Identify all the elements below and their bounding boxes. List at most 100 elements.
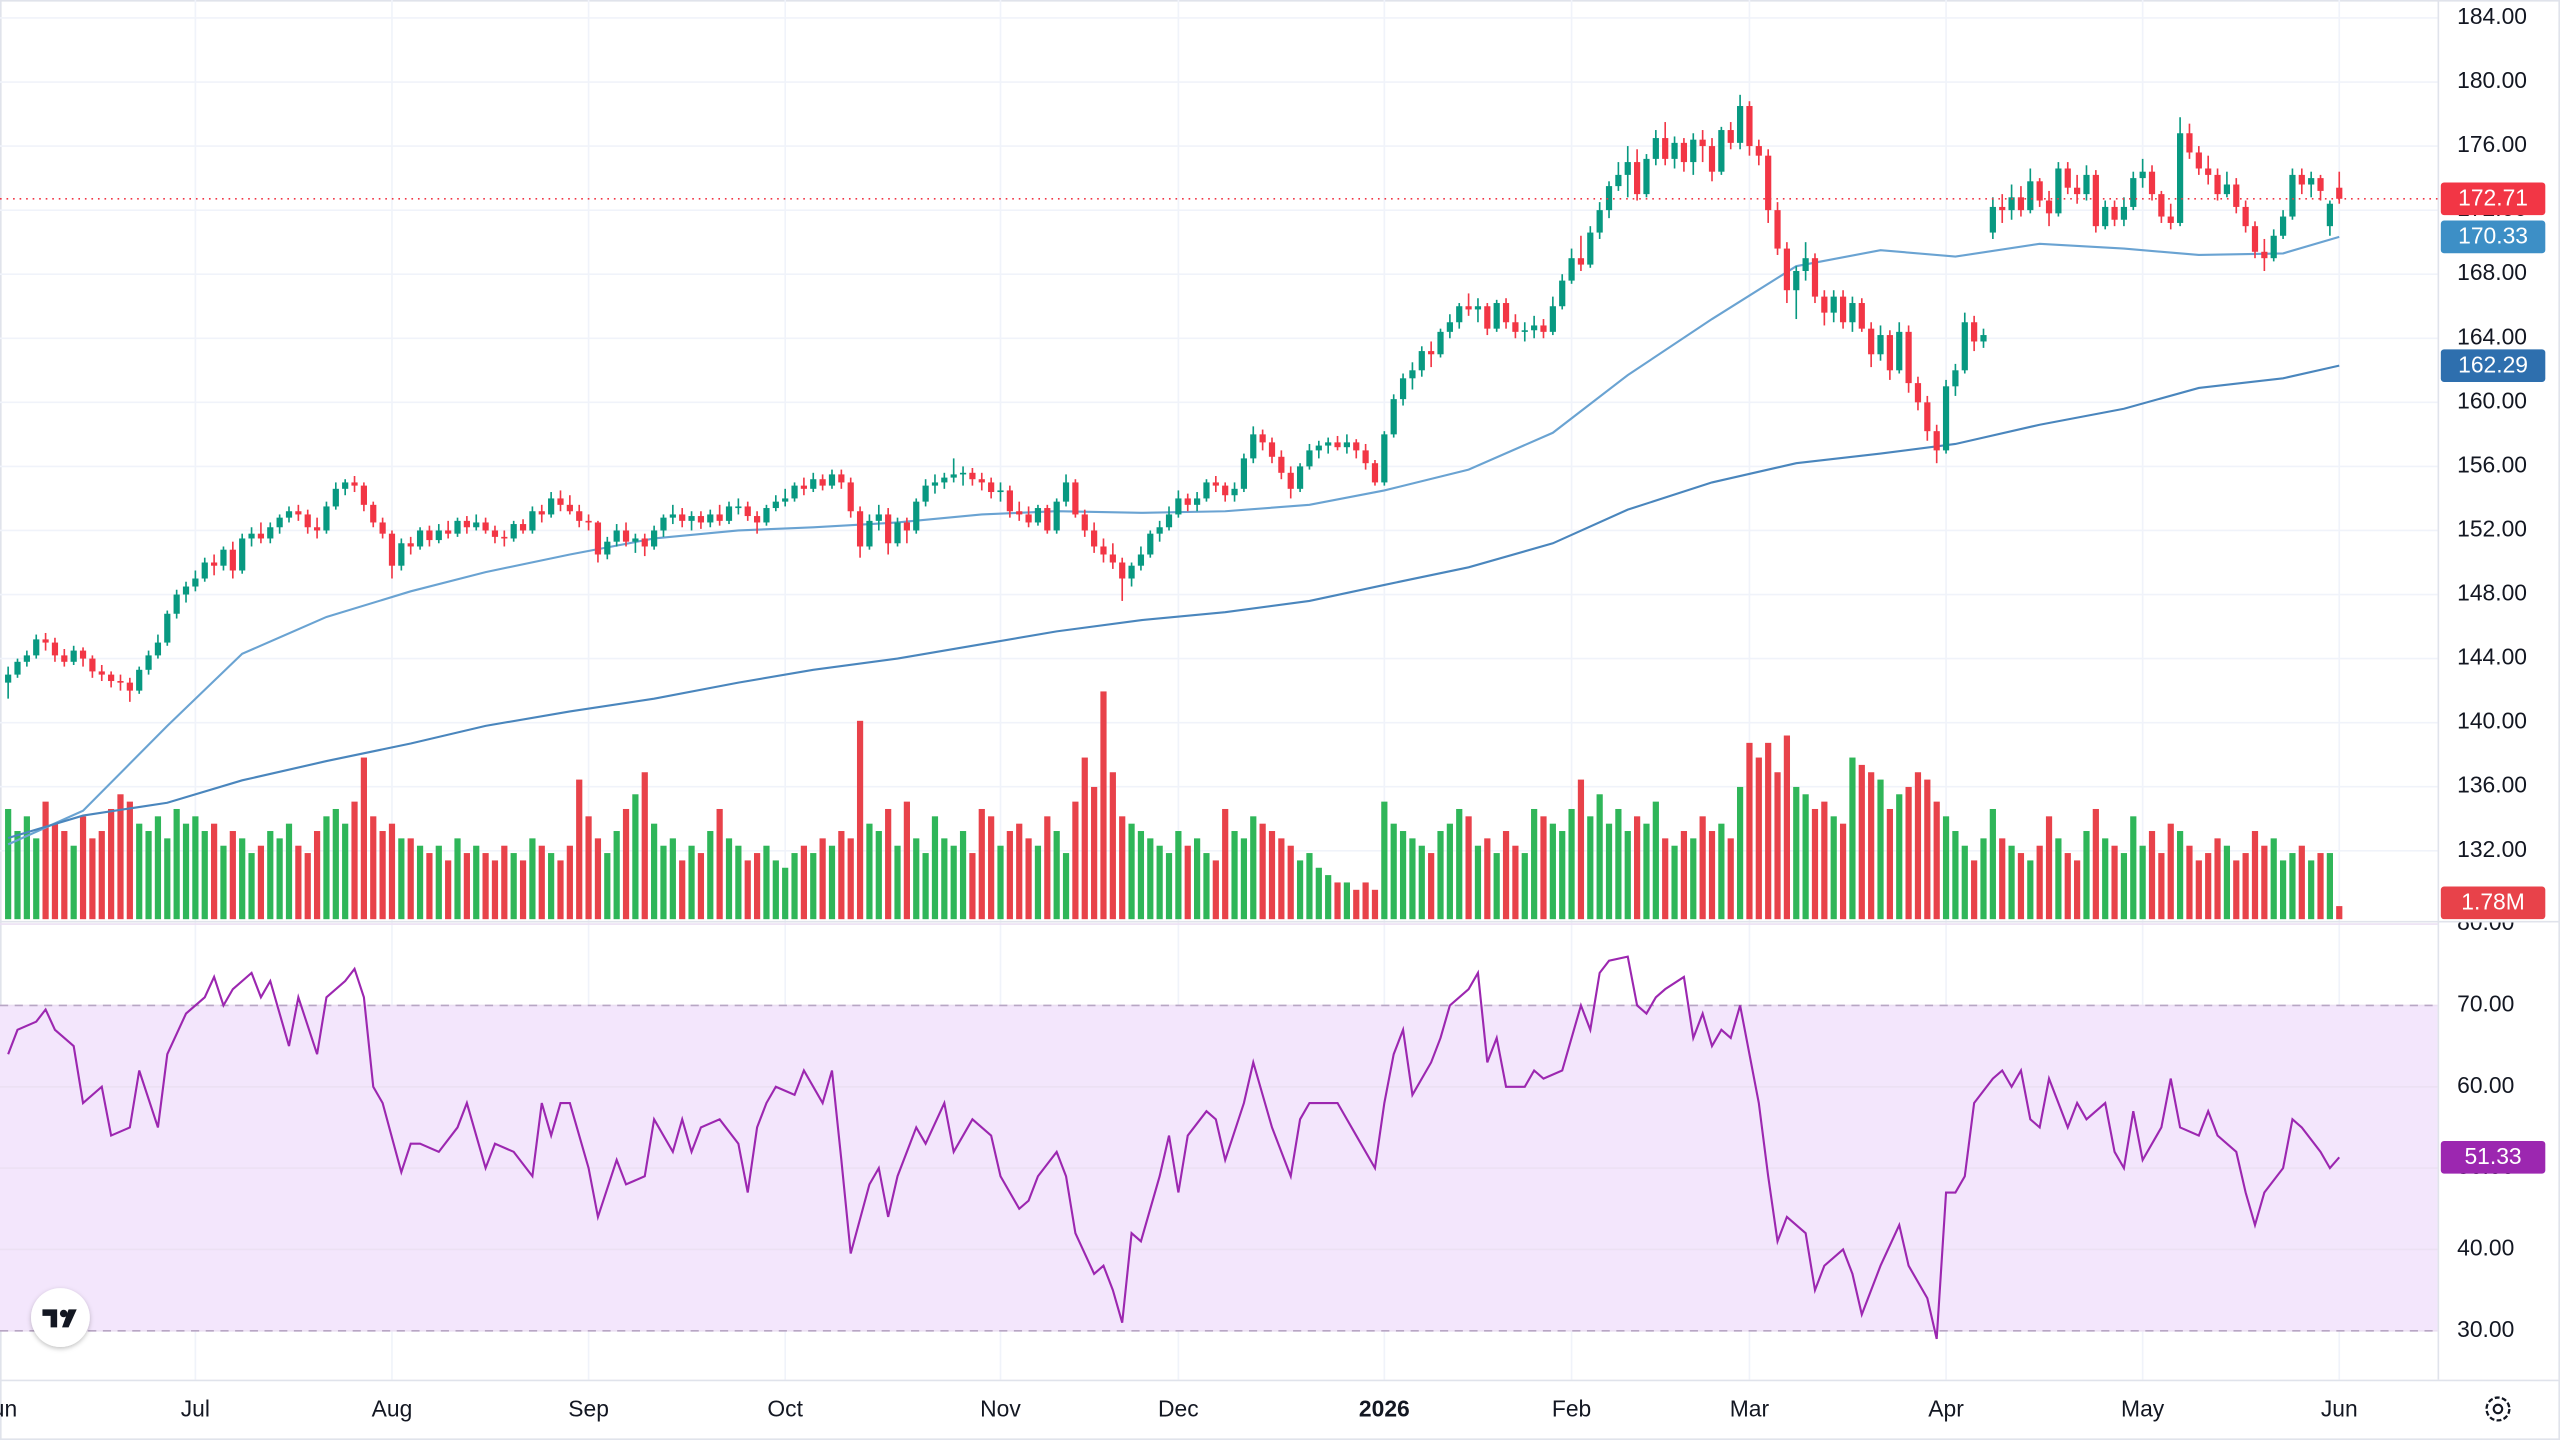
candle-body: [1849, 303, 1856, 323]
candle-body: [426, 530, 433, 541]
candle-body: [697, 516, 705, 523]
volume-bar: [941, 838, 948, 920]
candle-body: [716, 514, 723, 521]
candle-body: [276, 517, 283, 528]
candle-body: [1296, 466, 1304, 489]
candle-body: [950, 474, 957, 478]
volume-bar: [1821, 801, 1828, 920]
candle-body: [454, 520, 461, 534]
volume-bar: [473, 845, 480, 920]
candle-body: [2195, 152, 2202, 169]
volume-bar: [1793, 786, 1800, 920]
volume-bar: [2223, 845, 2231, 920]
volume-bar: [2148, 831, 2156, 920]
candle-body: [641, 538, 648, 547]
candle-body: [42, 639, 49, 643]
candle-body: [529, 511, 536, 531]
volume-bar: [1474, 845, 1482, 920]
volume-bar: [641, 772, 648, 920]
last-price-tag-bg: [2440, 182, 2546, 216]
volume-bar: [753, 853, 761, 920]
candle-body: [1399, 378, 1407, 400]
candle-body: [1952, 370, 1959, 387]
candle-body: [810, 479, 817, 489]
volume-bar: [1353, 889, 1360, 920]
candle-body: [1549, 306, 1556, 332]
candle-body: [604, 541, 611, 555]
volume-bar: [1091, 786, 1098, 920]
candle-body: [2317, 178, 2324, 191]
volume-bar: [1896, 794, 1903, 920]
volume-bar: [360, 757, 367, 920]
volume-bar: [1034, 845, 1042, 920]
volume-bar: [2074, 860, 2081, 920]
volume-bar: [1109, 772, 1116, 920]
candle-body: [257, 533, 265, 539]
candle-body: [1989, 206, 1996, 233]
candle-body: [847, 482, 854, 512]
candle-body: [1568, 258, 1575, 281]
candle-body: [211, 562, 218, 566]
volume-bar: [885, 808, 892, 920]
volume-bar: [2167, 823, 2174, 920]
candle-body: [1746, 106, 1753, 147]
candle-body: [557, 498, 564, 505]
gear-icon[interactable]: [2485, 1396, 2511, 1422]
moving-average-tag-bg: [2440, 349, 2546, 382]
candle-body: [501, 536, 508, 539]
x-tick-label: Jun: [0, 1396, 17, 1422]
volume-bar: [276, 838, 283, 920]
x-tick-label: Jul: [181, 1396, 210, 1422]
candle-body: [1727, 130, 1734, 143]
candle-body: [1474, 306, 1482, 310]
tradingview-logo[interactable]: [31, 1288, 90, 1347]
volume-bar: [2130, 816, 2137, 920]
candle-body: [1034, 508, 1042, 523]
candle-body: [1559, 280, 1566, 307]
volume-bar: [1989, 808, 1996, 920]
candle-body: [2176, 133, 2184, 223]
volume-bar: [978, 808, 985, 920]
volume-bar: [1727, 838, 1734, 920]
volume-bar: [969, 853, 976, 920]
volume-bar: [2326, 853, 2333, 920]
candle-body: [285, 511, 293, 518]
volume-bar: [922, 853, 929, 920]
candle-body: [922, 485, 929, 502]
candle-body: [126, 682, 133, 691]
candle-body: [1147, 533, 1154, 555]
volume-bar: [519, 860, 527, 920]
volume-bar: [1643, 823, 1650, 920]
y-tick-label: 70.00: [2457, 990, 2514, 1016]
volume-bar: [1596, 794, 1603, 920]
candle-body: [379, 522, 386, 534]
settings-button[interactable]: [2485, 1396, 2511, 1422]
volume-bar: [1615, 808, 1622, 920]
volume-bar: [482, 853, 489, 920]
volume-bar: [725, 838, 733, 920]
volume-bar: [98, 831, 105, 920]
volume-bar: [192, 816, 199, 920]
volume-bar: [1999, 838, 2006, 920]
candle-body: [548, 498, 555, 515]
rsi-tag-bg: [2440, 1140, 2546, 1174]
volume-bar: [154, 816, 162, 920]
volume-bar: [2186, 845, 2193, 920]
candle-body: [1596, 210, 1603, 233]
volume-bar: [1025, 838, 1032, 920]
candle-body: [398, 543, 405, 566]
volume-bar: [1325, 875, 1332, 920]
volume-bar: [1708, 831, 1716, 920]
volume-bar: [744, 860, 751, 920]
volume-bar: [2092, 808, 2099, 920]
candle-body: [1053, 501, 1060, 531]
volume-bar: [2064, 853, 2071, 920]
logo-badge[interactable]: [31, 1288, 90, 1347]
volume-bar: [697, 853, 705, 920]
candle-body: [1512, 322, 1519, 332]
volume-bar: [1137, 831, 1145, 920]
volume-bar: [1774, 772, 1781, 920]
volume-bar: [248, 853, 255, 920]
volume-bar: [1428, 853, 1435, 920]
candle-body: [2092, 174, 2099, 227]
